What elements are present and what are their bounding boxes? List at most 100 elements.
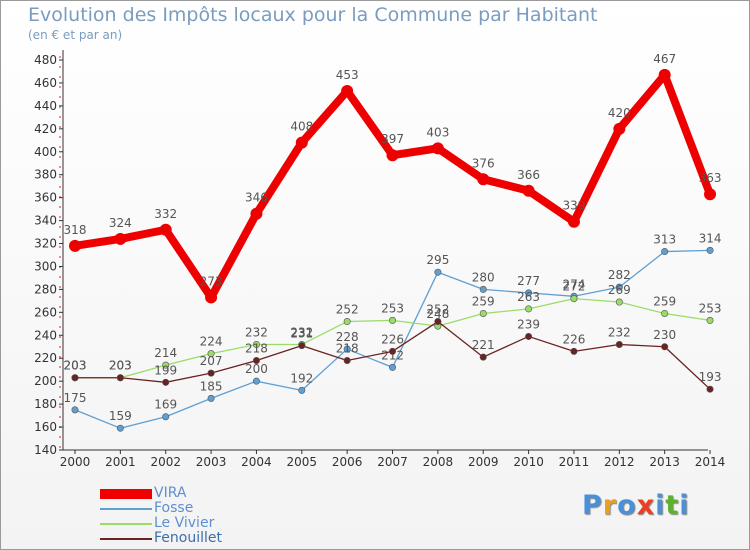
data-label: 224: [200, 335, 223, 349]
y-tick-label: 360: [34, 191, 57, 205]
data-label: 363: [699, 171, 722, 185]
data-label: 253: [381, 301, 404, 315]
data-point: [250, 207, 263, 220]
data-label: 253: [699, 301, 722, 315]
data-label: 259: [472, 295, 495, 309]
x-tick-label: 2007: [377, 455, 408, 469]
data-point: [207, 369, 215, 377]
legend-label: Fenouillet: [154, 530, 222, 546]
y-tick-label: 480: [34, 53, 57, 67]
data-point: [525, 289, 533, 297]
data-point: [661, 309, 669, 317]
logo-letter: t: [665, 490, 680, 521]
logo-letter: r: [602, 490, 618, 521]
data-point: [706, 385, 714, 393]
x-tick-label: 2004: [241, 455, 272, 469]
data-label: 226: [381, 332, 404, 346]
data-point: [615, 340, 623, 348]
legend-swatch: [100, 488, 152, 499]
data-label: 193: [699, 370, 722, 384]
legend-swatch: [100, 522, 152, 525]
y-tick-label: 280: [34, 282, 57, 296]
x-tick-label: 2010: [513, 455, 544, 469]
data-label: 295: [426, 253, 449, 267]
legend-label: Le Vivier: [154, 515, 215, 531]
data-label: 282: [608, 268, 631, 282]
proxiti-logo: Proxiti: [582, 490, 690, 521]
data-label: 252: [426, 303, 449, 317]
data-point: [658, 68, 671, 81]
x-tick-label: 2002: [150, 455, 181, 469]
data-label: 248: [426, 307, 449, 321]
legend-label: VIRA: [154, 485, 187, 501]
data-label: 226: [563, 332, 586, 346]
data-point: [389, 363, 397, 371]
y-tick-label: 320: [34, 237, 57, 251]
data-point: [343, 345, 351, 353]
data-point: [570, 347, 578, 355]
data-label: 318: [64, 223, 87, 237]
y-tick-label: 200: [34, 374, 57, 388]
x-tick-label: 2009: [468, 455, 499, 469]
data-label: 467: [653, 52, 676, 66]
data-point: [252, 357, 260, 365]
data-label: 339: [563, 199, 586, 213]
data-label: 252: [336, 303, 359, 317]
data-point: [298, 386, 306, 394]
x-tick-label: 2005: [287, 455, 318, 469]
data-point: [615, 298, 623, 306]
y-tick-label: 340: [34, 214, 57, 228]
data-label: 185: [200, 379, 223, 393]
y-tick-label: 180: [34, 397, 57, 411]
data-point: [431, 142, 444, 155]
data-point: [479, 285, 487, 293]
data-point: [207, 394, 215, 402]
data-label: 230: [653, 328, 676, 342]
data-point: [434, 268, 442, 276]
data-label: 420: [608, 106, 631, 120]
data-point: [389, 316, 397, 324]
data-label: 175: [64, 391, 87, 405]
logo-letter: x: [636, 490, 656, 521]
data-label: 239: [517, 317, 540, 331]
y-tick-label: 460: [34, 76, 57, 90]
data-label: 207: [200, 354, 223, 368]
y-tick-label: 300: [34, 259, 57, 273]
data-point: [114, 232, 127, 245]
data-point: [525, 332, 533, 340]
data-label: 272: [563, 280, 586, 294]
data-label: 232: [608, 325, 631, 339]
data-label: 366: [517, 168, 540, 182]
data-label: 408: [290, 120, 313, 134]
data-label: 453: [336, 68, 359, 82]
x-tick-label: 2006: [332, 455, 363, 469]
data-point: [706, 316, 714, 324]
data-label: 332: [154, 207, 177, 221]
data-label: 214: [154, 346, 177, 360]
data-point: [295, 136, 308, 149]
data-label: 221: [472, 338, 495, 352]
y-tick-label: 160: [34, 420, 57, 434]
data-label: 346: [245, 191, 268, 205]
data-label: 274: [563, 277, 586, 291]
data-label: 277: [517, 274, 540, 288]
data-point: [162, 378, 170, 386]
data-point: [343, 357, 351, 365]
data-point: [567, 215, 580, 228]
legend-label: Fosse: [154, 500, 194, 516]
data-point: [479, 353, 487, 361]
legend-swatch: [100, 507, 152, 510]
data-label: 259: [653, 295, 676, 309]
data-point: [71, 374, 79, 382]
data-label: 218: [245, 342, 268, 356]
data-point: [159, 223, 172, 236]
data-point: [434, 318, 442, 326]
legend-swatch: [100, 537, 152, 540]
data-point: [162, 361, 170, 369]
data-label: 232: [245, 325, 268, 339]
data-point: [525, 305, 533, 313]
data-point: [343, 318, 351, 326]
data-label: 218: [336, 342, 359, 356]
